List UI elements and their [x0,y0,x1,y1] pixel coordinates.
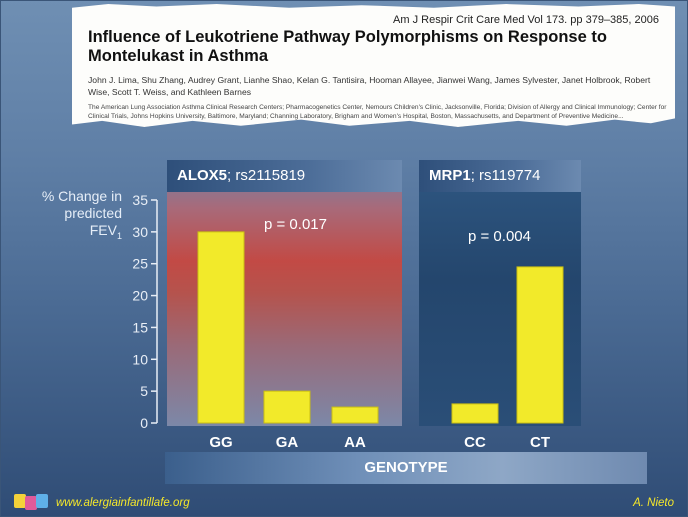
x-tick-label-ct: CT [530,434,550,451]
bar-gg [197,231,245,424]
alox5-p-value: p = 0.017 [264,216,327,233]
site-logo [14,494,50,510]
x-tick-label-gg: GG [209,434,232,451]
y-tick-label: 5 [140,383,148,399]
paper-citation: Am J Respir Crit Care Med Vol 173. pp 37… [393,14,659,26]
y-tick-label: 20 [132,288,148,304]
y-axis: 0 5 10 15 20 25 30 35 [132,192,158,431]
mrp1-p-value: p = 0.004 [468,228,531,245]
alox5-snp-id: ; rs2115819 [227,167,306,184]
y-tick-label: 10 [132,351,148,367]
y-tick-label: 25 [132,256,148,272]
y-tick-label: 30 [132,224,148,240]
mrp1-panel-header: MRP1; rs119774 [419,160,581,192]
x-axis-title: GENOTYPE [165,452,647,484]
mrp1-gene-name: MRP1 [429,167,471,184]
bar-ct [516,266,564,424]
paper-title: Influence of Leukotriene Pathway Polymor… [88,28,607,65]
mrp1-snp-id: ; rs119774 [470,167,541,184]
y-axis-label: % Change in predicted FEV1 [30,188,122,245]
paper-affiliations: The American Lung Association Asthma Cli… [88,104,667,120]
bar-ga [263,390,311,424]
x-tick-label-ga: GA [276,434,299,451]
y-tick-label: 0 [140,415,148,431]
bar-aa [331,406,379,424]
footer-website-link[interactable]: www.alergiainfantillafe.org [56,497,190,509]
alox5-panel-header: ALOX5; rs2115819 [167,160,402,192]
x-tick-label-aa: AA [344,434,366,451]
y-tick-label: 35 [132,192,148,208]
x-tick-labels: GG GA AA CC CT [209,434,550,451]
footer-author: A. Nieto [633,497,674,509]
y-tick-label: 15 [132,319,148,335]
paper-authors: John J. Lima, Shu Zhang, Audrey Grant, L… [88,75,651,97]
x-tick-label-cc: CC [464,434,486,451]
y-axis-label-text: % Change in predicted FEV [41,188,122,238]
alox5-gene-name: ALOX5 [177,167,228,184]
paper-clipping: Am J Respir Crit Care Med Vol 173. pp 37… [72,4,675,127]
bars [197,231,564,424]
y-axis-label-subscript: 1 [116,230,122,241]
bar-cc [451,403,499,424]
